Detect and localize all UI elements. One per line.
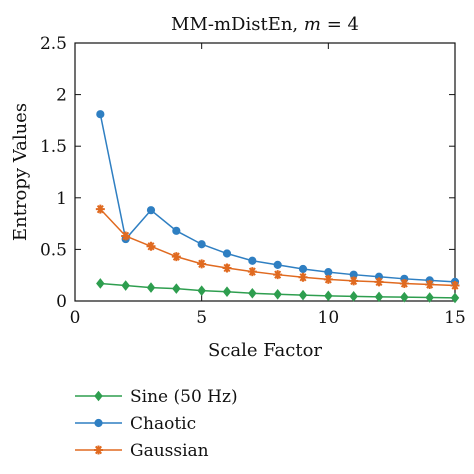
data-point-sine-50-hz	[248, 287, 257, 299]
data-point-gaussian	[323, 274, 333, 284]
y-tick-label: 2	[56, 86, 67, 106]
data-point-gaussian	[247, 267, 257, 277]
data-point-sine-50-hz	[425, 292, 434, 303]
data-point-gaussian	[146, 241, 156, 251]
data-point-sine-50-hz	[197, 285, 206, 296]
data-point-gaussian	[349, 276, 359, 286]
chart-title-prefix: MM-mDistEn,	[171, 14, 304, 35]
legend-marker-gaussian	[94, 445, 103, 455]
x-axis-label: Scale Factor	[208, 340, 322, 361]
data-point-chaotic	[298, 264, 308, 274]
data-point-gaussian	[171, 252, 181, 262]
data-point-chaotic	[248, 256, 257, 265]
legend-label-chaotic: Chaotic	[130, 414, 196, 434]
data-point-sine-50-hz	[172, 283, 181, 294]
x-tick-label: 10	[318, 308, 340, 328]
x-tick-label: 15	[444, 308, 466, 328]
y-tick-label: 1.5	[40, 137, 67, 157]
data-point-gaussian	[374, 277, 384, 287]
chart-title-suffix: = 4	[321, 14, 359, 35]
data-point-chaotic	[172, 226, 181, 235]
data-point-sine-50-hz	[96, 278, 105, 289]
series-line-chaotic	[99, 114, 456, 283]
x-tick-label: 0	[70, 308, 81, 328]
data-point-chaotic	[222, 249, 232, 258]
data-point-sine-50-hz	[450, 292, 460, 304]
data-point-chaotic	[273, 260, 282, 269]
data-point-gaussian	[298, 272, 308, 282]
chart-title: MM-mDistEn, m = 4	[171, 14, 359, 35]
data-point-sine-50-hz	[146, 282, 156, 293]
data-point-sine-50-hz	[374, 291, 384, 303]
legend-label-sine-50-hz: Sine (50 Hz)	[130, 387, 238, 407]
data-point-sine-50-hz	[273, 288, 282, 300]
data-point-sine-50-hz	[324, 290, 333, 302]
data-point-gaussian	[121, 231, 131, 241]
legend-label-gaussian: Gaussian	[130, 441, 209, 461]
data-point-sine-50-hz	[121, 280, 130, 291]
data-point-chaotic	[96, 110, 105, 119]
data-point-chaotic	[324, 268, 333, 277]
data-point-sine-50-hz	[400, 291, 409, 303]
y-axis-label: Entropy Values	[10, 103, 31, 241]
data-point-gaussian	[222, 263, 232, 273]
data-point-gaussian	[197, 259, 207, 269]
y-tick-label: 2.5	[40, 34, 67, 54]
y-tick-label: 1	[56, 189, 67, 209]
data-point-gaussian	[95, 204, 105, 214]
data-point-chaotic	[146, 206, 156, 215]
data-point-sine-50-hz	[349, 291, 358, 302]
data-point-gaussian	[399, 278, 409, 288]
legend-marker-chaotic	[94, 418, 103, 428]
data-point-gaussian	[425, 279, 435, 289]
plot-frame	[74, 42, 456, 302]
data-point-sine-50-hz	[298, 289, 308, 301]
legend-marker-sine-50-hz	[94, 390, 103, 402]
y-tick-label: 0.5	[40, 240, 67, 260]
x-tick-label: 5	[196, 308, 207, 328]
data-point-sine-50-hz	[222, 286, 232, 298]
data-point-gaussian	[273, 270, 283, 280]
data-point-gaussian	[450, 281, 460, 291]
chart-title-variable: m	[304, 14, 321, 35]
data-point-chaotic	[197, 240, 206, 249]
y-tick-label: 0	[56, 292, 67, 312]
